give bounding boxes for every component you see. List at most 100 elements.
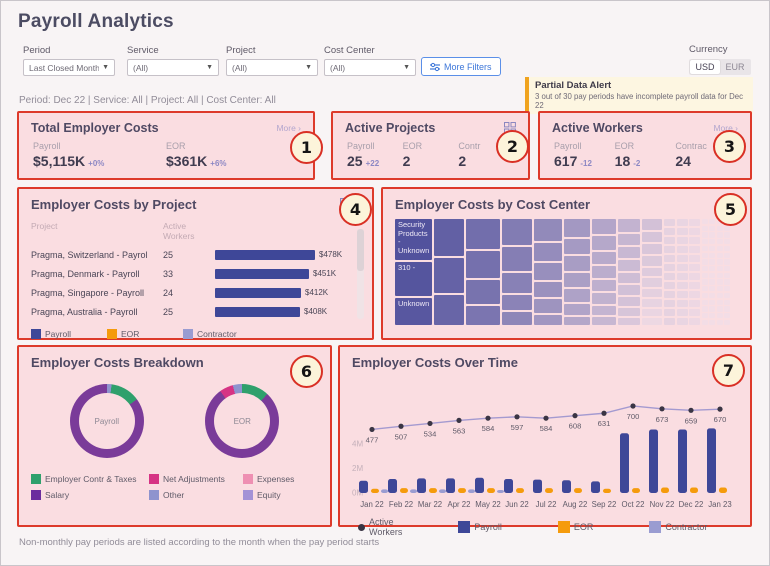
currency-usd-option[interactable]: USD [690, 60, 720, 74]
treemap-cell[interactable] [502, 219, 532, 246]
treemap-cell[interactable] [724, 292, 730, 299]
treemap-cell[interactable] [724, 239, 730, 245]
treemap-cell[interactable] [642, 308, 662, 316]
active-workers-point[interactable] [514, 414, 520, 420]
treemap-cell[interactable] [716, 279, 723, 285]
eor-bar[interactable] [371, 488, 379, 493]
treemap-cell[interactable] [702, 299, 708, 305]
treemap-cell[interactable] [702, 286, 708, 292]
treemap-cell[interactable] [702, 306, 708, 312]
treemap-cell[interactable] [534, 282, 562, 298]
payroll-bar[interactable] [475, 477, 484, 493]
period-select[interactable]: Last Closed Month ▼ [23, 59, 115, 76]
treemap-cell[interactable] [534, 314, 562, 325]
treemap-cell[interactable] [676, 236, 688, 245]
treemap-cell[interactable] [592, 219, 616, 235]
treemap-cell[interactable] [689, 263, 700, 272]
treemap-cell[interactable] [534, 219, 562, 241]
treemap-cell[interactable] [466, 251, 500, 278]
treemap-cell[interactable] [664, 263, 675, 272]
payroll-bar[interactable] [591, 481, 600, 493]
contractor-bar[interactable] [439, 489, 446, 493]
treemap-cell[interactable] [642, 219, 662, 230]
treemap-cell[interactable] [642, 267, 662, 277]
treemap-cell[interactable] [716, 232, 723, 238]
treemap-cell[interactable] [564, 288, 590, 302]
treemap-cell[interactable] [724, 225, 730, 231]
treemap-cell[interactable] [592, 305, 616, 315]
treemap-cell[interactable] [716, 266, 723, 272]
treemap-cell[interactable] [664, 254, 675, 263]
treemap-cell[interactable] [564, 303, 590, 315]
payroll-bar[interactable] [562, 480, 571, 493]
treemap-cell[interactable] [709, 239, 716, 245]
treemap-cell[interactable] [434, 219, 464, 256]
treemap-cell[interactable] [709, 252, 716, 258]
currency-eur-option[interactable]: EUR [725, 62, 745, 72]
eor-bar[interactable] [458, 488, 466, 493]
treemap-cell[interactable] [716, 286, 723, 292]
payroll-bar[interactable] [359, 480, 368, 493]
treemap-cell[interactable] [702, 225, 708, 231]
active-workers-point[interactable] [717, 406, 723, 412]
active-workers-point[interactable] [688, 407, 694, 413]
treemap-cell[interactable] [618, 233, 640, 246]
cost-center-select[interactable]: (All) ▼ [324, 59, 416, 76]
treemap-cell[interactable] [664, 317, 675, 325]
column-header-project[interactable]: Project [31, 221, 58, 231]
active-workers-point[interactable] [572, 413, 578, 419]
treemap-cell[interactable] [702, 232, 708, 238]
contractor-bar[interactable] [410, 489, 417, 493]
treemap-cell[interactable] [618, 307, 640, 316]
active-workers-point[interactable] [630, 403, 636, 409]
payroll-bar[interactable] [707, 428, 716, 493]
treemap-cell[interactable] [664, 281, 675, 290]
treemap-cell[interactable] [724, 252, 730, 258]
treemap-cell[interactable] [676, 227, 688, 236]
treemap-cell[interactable] [702, 319, 708, 325]
treemap-cell[interactable] [709, 272, 716, 278]
treemap-cell[interactable] [664, 245, 675, 254]
treemap-cell[interactable] [664, 219, 675, 227]
active-workers-point[interactable] [398, 423, 404, 429]
treemap-cell[interactable] [716, 245, 723, 252]
active-workers-point[interactable] [369, 426, 375, 433]
treemap-cell[interactable] [618, 219, 640, 232]
treemap-cell[interactable] [702, 245, 708, 252]
column-header-active-workers[interactable]: Active Workers [163, 221, 195, 241]
more-link[interactable]: More › [276, 123, 301, 133]
payroll-bar[interactable] [533, 479, 542, 493]
contractor-bar[interactable] [497, 489, 504, 493]
treemap-cell[interactable]: Unknown [395, 298, 432, 325]
treemap-cell[interactable] [724, 306, 730, 312]
more-link[interactable]: More › [713, 123, 738, 133]
treemap-cell[interactable] [676, 263, 688, 272]
active-workers-point[interactable] [659, 406, 665, 412]
table-row[interactable]: Pragma, Denmark - Payroll 33 $451K [31, 268, 337, 279]
treemap-cell[interactable] [676, 254, 688, 263]
treemap-cell[interactable] [466, 306, 500, 325]
donut-payroll[interactable]: Payroll [69, 384, 144, 458]
eor-bar[interactable] [429, 488, 437, 493]
treemap-cell[interactable] [592, 293, 616, 304]
eor-bar[interactable] [661, 487, 669, 493]
treemap-cell[interactable]: Security Products - Unknown [395, 219, 432, 261]
treemap-cell[interactable] [689, 308, 700, 317]
active-workers-point[interactable] [543, 415, 549, 421]
active-workers-point[interactable] [456, 417, 462, 423]
treemap-cell[interactable] [664, 272, 675, 281]
treemap-cell[interactable] [642, 317, 662, 326]
treemap-cell[interactable] [709, 232, 716, 238]
treemap-cell[interactable] [689, 227, 700, 236]
treemap-cell[interactable] [502, 247, 532, 271]
eor-bar[interactable] [516, 488, 524, 493]
treemap-cell[interactable] [702, 292, 708, 299]
treemap-cell[interactable] [502, 312, 532, 325]
treemap-cell[interactable] [689, 299, 700, 308]
table-row[interactable]: Pragma, Switzerland - Payrol 25 $478K [31, 249, 343, 260]
payroll-bar[interactable] [388, 478, 397, 493]
treemap-cell[interactable] [689, 290, 700, 299]
treemap-cell[interactable] [716, 225, 723, 231]
treemap-cell[interactable] [689, 254, 700, 263]
treemap-cell[interactable] [564, 219, 590, 237]
